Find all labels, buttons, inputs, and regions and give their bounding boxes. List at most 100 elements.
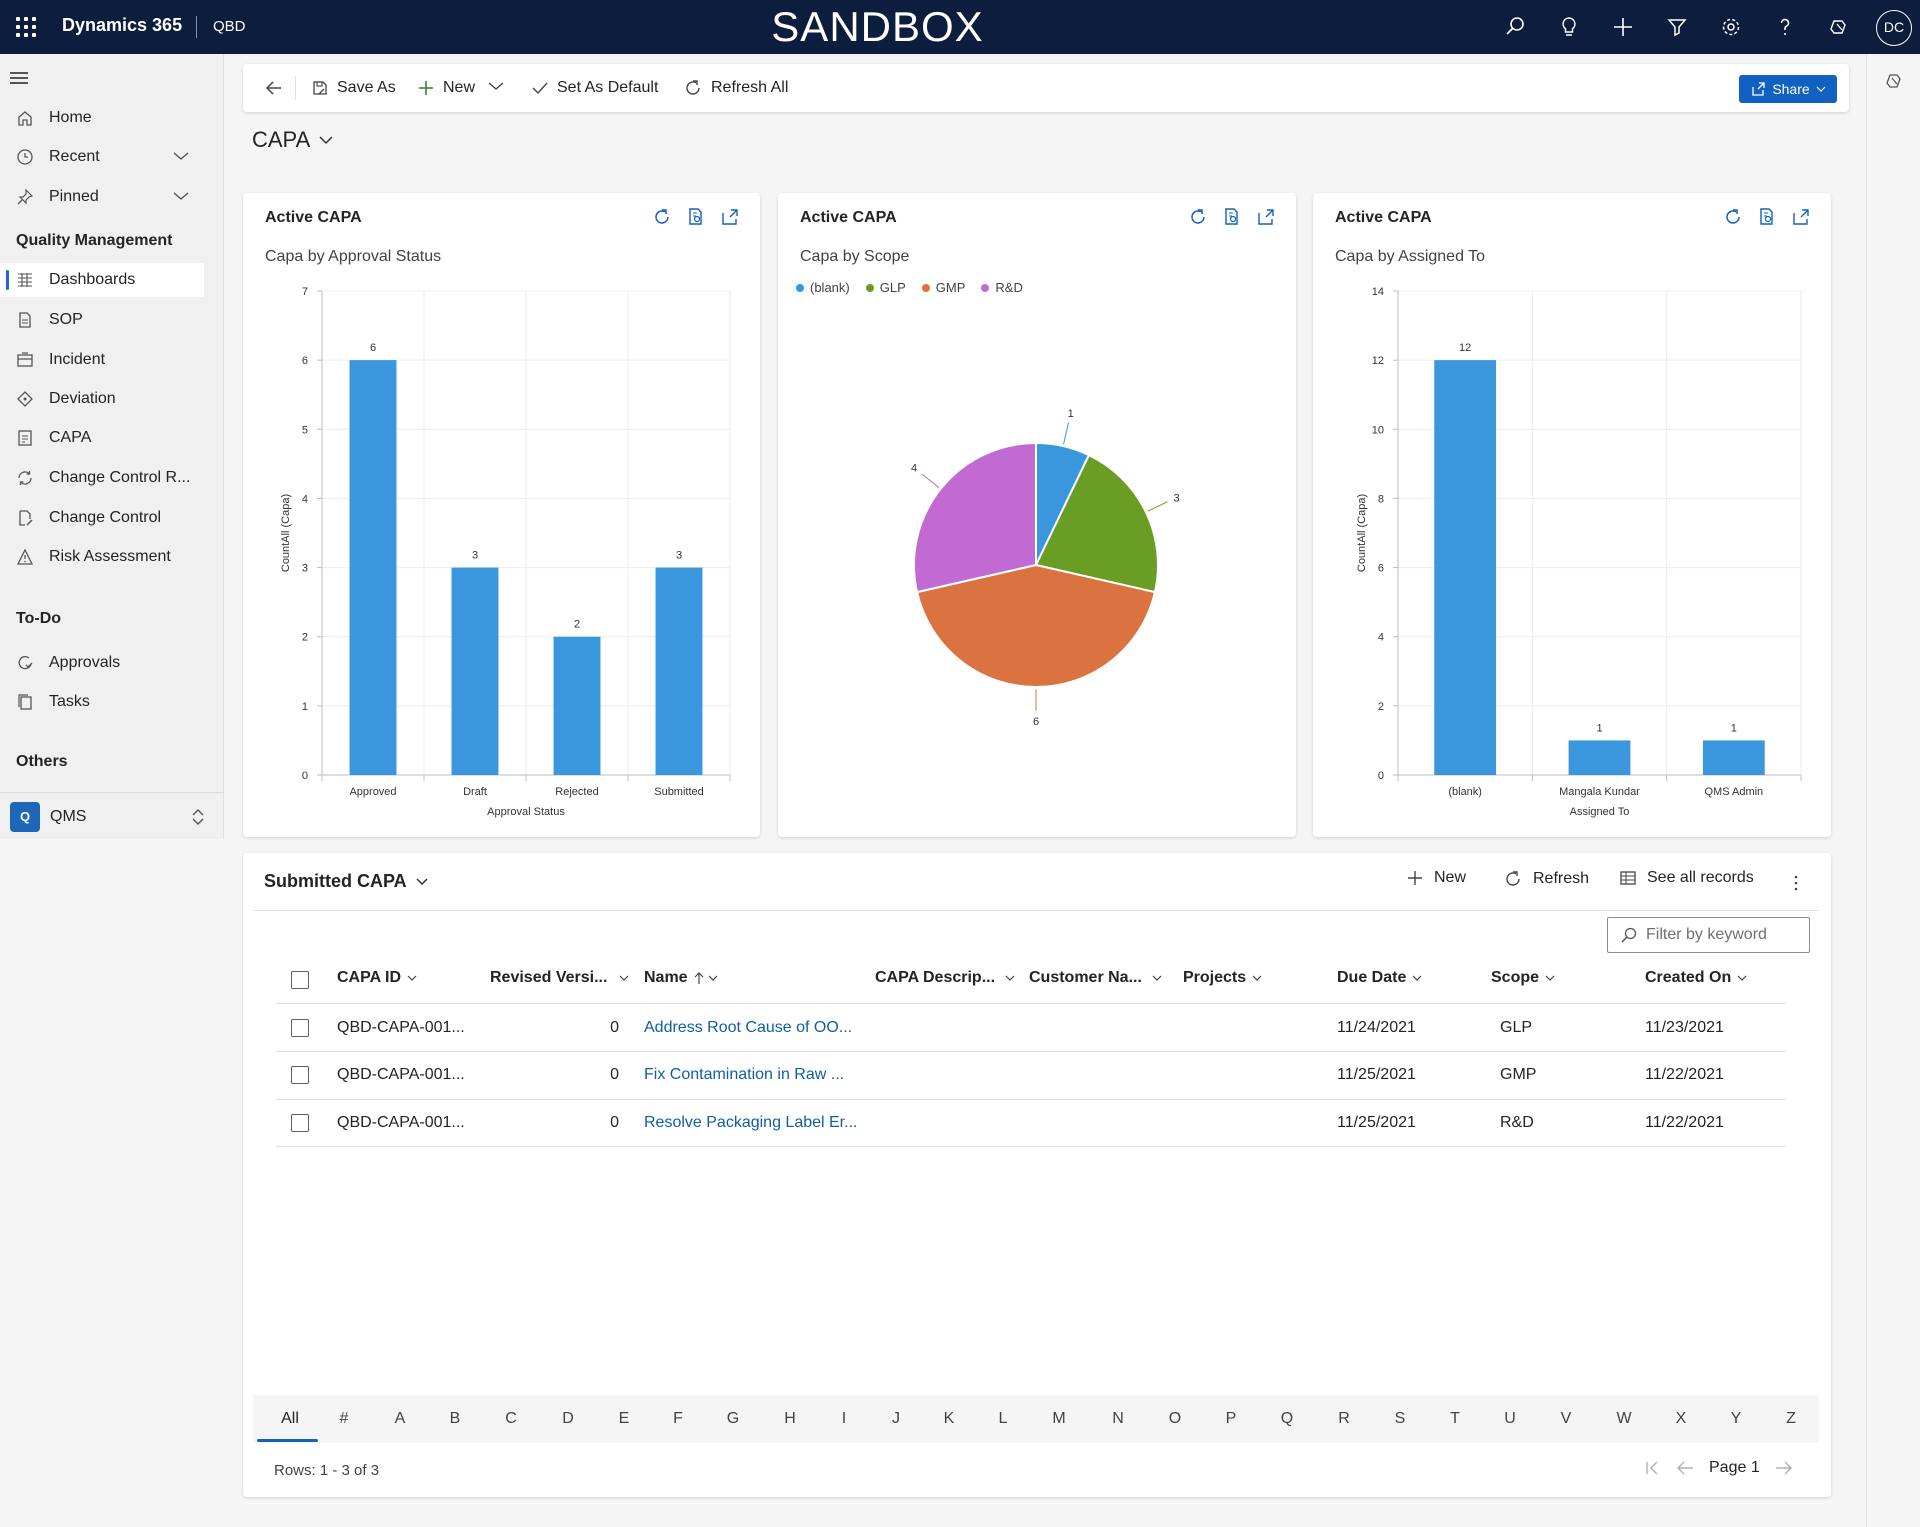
filter-by-keyword-input[interactable]: Filter by keyword [1607, 917, 1810, 953]
see-all-records-button[interactable]: See all records [1619, 869, 1754, 887]
column-header-scope[interactable]: Scope [1491, 969, 1555, 987]
sidebar-item-risk-assessment[interactable]: Risk Assessment [0, 540, 204, 574]
first-page-icon[interactable] [1643, 1459, 1661, 1477]
alphabet-filter-y[interactable]: Y [1730, 1410, 1742, 1427]
refresh-icon[interactable] [1188, 207, 1208, 227]
alphabet-filter-m[interactable]: M [1052, 1410, 1066, 1427]
column-header-customer-name[interactable]: Customer Na... [1029, 969, 1162, 987]
alphabet-filter-u[interactable]: U [1504, 1410, 1516, 1427]
legend-item[interactable]: GMP [921, 280, 965, 295]
chevron-down-icon[interactable] [487, 80, 505, 94]
column-header-capa-description[interactable]: CAPA Descrip... [875, 969, 1015, 987]
page-title[interactable]: CAPA [252, 127, 334, 153]
filter-icon[interactable] [1663, 13, 1691, 41]
next-page-icon[interactable] [1774, 1459, 1794, 1477]
chevron-down-icon[interactable] [172, 149, 190, 163]
alphabet-filter-hash[interactable]: # [339, 1410, 349, 1427]
column-header-projects[interactable]: Projects [1183, 969, 1262, 987]
refresh-all-button[interactable]: Refresh All [683, 76, 788, 100]
plus-icon[interactable] [1609, 13, 1637, 41]
sidebar-item-change-control-request[interactable]: Change Control R... [0, 461, 204, 495]
row-checkbox[interactable] [291, 1114, 309, 1132]
more-options-icon[interactable] [1793, 873, 1799, 893]
alphabet-filter-p[interactable]: P [1225, 1410, 1237, 1427]
column-header-capa-id[interactable]: CAPA ID [337, 969, 417, 987]
alphabet-filter-h[interactable]: H [784, 1410, 796, 1427]
copilot-icon[interactable] [1825, 13, 1853, 41]
row-checkbox[interactable] [291, 1019, 309, 1037]
column-header-name[interactable]: Name [644, 969, 718, 987]
sidebar-item-dashboards[interactable]: Dashboards [0, 263, 204, 297]
view-records-icon[interactable] [1757, 207, 1777, 227]
sidebar-item-home[interactable]: Home [0, 101, 204, 135]
area-switcher[interactable]: Q QMS [0, 792, 224, 840]
new-button[interactable]: New [417, 76, 475, 100]
alphabet-filter-t[interactable]: T [1450, 1410, 1460, 1427]
row-checkbox[interactable] [291, 1066, 309, 1084]
alphabet-filter-b[interactable]: B [449, 1410, 461, 1427]
sidebar-item-recent[interactable]: Recent [0, 140, 204, 174]
save-as-button[interactable]: Save As [311, 76, 396, 100]
alphabet-filter-c[interactable]: C [505, 1410, 517, 1427]
refresh-icon[interactable] [1723, 207, 1743, 227]
legend-item[interactable]: R&D [981, 280, 1023, 295]
expand-icon[interactable] [720, 207, 740, 227]
grid-title[interactable]: Submitted CAPA [264, 871, 429, 892]
cell-name-link[interactable]: Address Root Cause of OO... [644, 1019, 853, 1036]
alphabet-filter-l[interactable]: L [998, 1410, 1008, 1427]
view-records-icon[interactable] [686, 207, 706, 227]
legend-item[interactable]: (blank) [796, 280, 850, 295]
grid-refresh-button[interactable]: Refresh [1503, 869, 1589, 889]
alphabet-filter-z[interactable]: Z [1786, 1410, 1796, 1427]
share-button[interactable]: Share [1739, 75, 1837, 103]
menu-toggle-icon[interactable] [10, 72, 28, 84]
alphabet-filter-s[interactable]: S [1394, 1410, 1406, 1427]
chevron-down-icon[interactable] [172, 189, 190, 203]
sidebar-item-tasks[interactable]: Tasks [0, 685, 204, 719]
grid-new-button[interactable]: New [1406, 869, 1466, 887]
cell-name-link[interactable]: Resolve Packaging Label Er... [644, 1114, 858, 1131]
column-header-due-date[interactable]: Due Date [1337, 969, 1422, 987]
sidebar-item-incident[interactable]: Incident [0, 343, 204, 377]
legend-item[interactable]: GLP [865, 280, 906, 295]
chevron-updown-icon[interactable] [190, 807, 206, 827]
alphabet-filter-d[interactable]: D [562, 1410, 574, 1427]
alphabet-filter-j[interactable]: J [892, 1410, 900, 1427]
sidebar-item-approvals[interactable]: Approvals [0, 646, 204, 680]
previous-page-icon[interactable] [1675, 1459, 1695, 1477]
help-icon[interactable] [1771, 13, 1799, 41]
alphabet-filter-v[interactable]: V [1560, 1410, 1572, 1427]
set-as-default-button[interactable]: Set As Default [531, 76, 658, 100]
expand-icon[interactable] [1791, 207, 1811, 227]
alphabet-filter-a[interactable]: A [394, 1410, 406, 1427]
search-icon[interactable] [1501, 13, 1529, 41]
expand-icon[interactable] [1256, 207, 1276, 227]
back-arrow-icon[interactable] [263, 77, 285, 99]
view-records-icon[interactable] [1222, 207, 1242, 227]
lightbulb-icon[interactable] [1555, 13, 1583, 41]
alphabet-filter-n[interactable]: N [1112, 1410, 1124, 1427]
refresh-icon[interactable] [652, 207, 672, 227]
sidebar-item-capa[interactable]: CAPA [0, 421, 204, 455]
environment-name[interactable]: QBD [213, 18, 246, 35]
alphabet-filter-e[interactable]: E [618, 1410, 630, 1427]
alphabet-filter-all[interactable]: All [281, 1410, 299, 1427]
alphabet-filter-f[interactable]: F [673, 1410, 683, 1427]
sidebar-item-pinned[interactable]: Pinned [0, 180, 204, 214]
app-launcher-icon[interactable] [14, 15, 38, 39]
alphabet-filter-k[interactable]: K [943, 1410, 955, 1427]
cell-name-link[interactable]: Fix Contamination in Raw ... [644, 1066, 845, 1083]
alphabet-filter-x[interactable]: X [1675, 1410, 1687, 1427]
alphabet-filter-i[interactable]: I [841, 1410, 847, 1427]
alphabet-filter-q[interactable]: Q [1280, 1410, 1294, 1427]
alphabet-filter-w[interactable]: W [1616, 1410, 1632, 1427]
column-header-revised-version[interactable]: Revised Versi... [490, 969, 629, 987]
alphabet-filter-r[interactable]: R [1338, 1410, 1350, 1427]
column-header-created-on[interactable]: Created On [1645, 969, 1747, 987]
app-name[interactable]: Dynamics 365 [62, 15, 183, 35]
user-avatar[interactable]: DC [1876, 10, 1912, 46]
alphabet-filter-o[interactable]: O [1168, 1410, 1182, 1427]
sidebar-item-change-control[interactable]: Change Control [0, 501, 204, 535]
sidebar-item-deviation[interactable]: Deviation [0, 382, 204, 416]
sidebar-item-sop[interactable]: SOP [0, 303, 204, 337]
